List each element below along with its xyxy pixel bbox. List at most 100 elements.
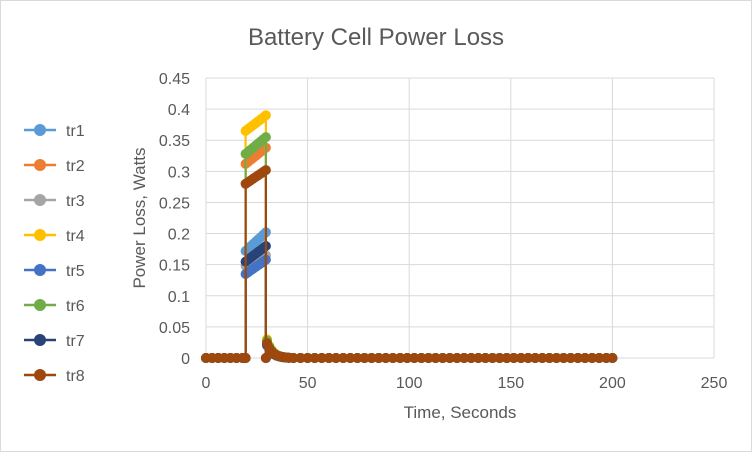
data-point xyxy=(565,353,576,363)
data-point xyxy=(594,353,605,363)
data-point xyxy=(508,353,519,363)
data-point xyxy=(537,353,548,363)
data-point xyxy=(260,165,271,176)
legend-marker xyxy=(34,369,46,381)
legend-marker xyxy=(34,229,46,241)
legend-entry-tr3: tr3 xyxy=(24,193,85,210)
y-tick-label: 0.15 xyxy=(159,258,190,275)
y-tick-label: 0.3 xyxy=(168,164,190,181)
legend-entry-tr7: tr7 xyxy=(24,333,85,350)
data-point xyxy=(516,353,526,363)
data-point xyxy=(430,353,441,363)
legend-marker xyxy=(34,334,46,346)
data-point xyxy=(260,110,271,121)
legend-marker xyxy=(34,124,46,136)
y-tick-labels: 0 0.05 0.1 0.15 0.2 0.25 0.3 0.35 0.4 0.45 xyxy=(159,71,190,368)
legend-entry-tr1: tr1 xyxy=(24,123,85,140)
data-point xyxy=(373,353,384,363)
data-point xyxy=(494,353,505,363)
chart-title: Battery Cell Power Loss xyxy=(248,24,504,51)
data-point xyxy=(558,353,569,363)
legend-label: tr5 xyxy=(66,263,85,280)
data-point xyxy=(459,353,470,363)
legend-marker xyxy=(34,194,46,206)
data-point xyxy=(295,353,306,363)
data-point xyxy=(395,353,406,363)
data-point xyxy=(331,353,341,363)
y-tick-label: 0.4 xyxy=(168,102,190,119)
gridlines xyxy=(205,77,715,359)
legend-entry-tr2: tr2 xyxy=(24,158,85,175)
data-point xyxy=(452,353,462,363)
data-point xyxy=(580,353,590,363)
legend-marker xyxy=(34,264,46,276)
plot-area xyxy=(201,110,618,363)
data-point xyxy=(544,353,555,363)
data-point xyxy=(387,353,398,363)
data-point xyxy=(473,353,484,363)
data-point xyxy=(587,353,598,363)
y-tick-label: 0.35 xyxy=(159,133,190,150)
data-point xyxy=(530,353,541,363)
data-point xyxy=(352,353,363,363)
legend-entry-tr4: tr4 xyxy=(24,228,85,245)
data-point xyxy=(423,353,434,363)
data-point xyxy=(523,353,534,363)
x-tick-label: 100 xyxy=(396,375,423,392)
y-tick-label: 0.25 xyxy=(159,195,190,212)
legend-entry-tr6: tr6 xyxy=(24,298,85,315)
y-tick-label: 0.1 xyxy=(168,289,190,306)
data-point xyxy=(345,353,356,363)
series-tr8 xyxy=(201,165,618,363)
data-point xyxy=(260,353,271,363)
data-point xyxy=(416,353,427,363)
data-point xyxy=(366,353,377,363)
x-axis-label: Time, Seconds xyxy=(404,403,517,422)
x-tick-label: 200 xyxy=(599,375,626,392)
legend-label: tr4 xyxy=(66,228,85,245)
legend-label: tr3 xyxy=(66,193,85,210)
legend-label: tr7 xyxy=(66,333,85,350)
data-point xyxy=(338,353,349,363)
y-tick-label: 0.05 xyxy=(159,320,190,337)
data-point xyxy=(316,353,327,363)
x-tick-label: 150 xyxy=(497,375,524,392)
y-axis-label: Power Loss, Watts xyxy=(130,147,149,288)
data-point xyxy=(402,353,413,363)
data-point xyxy=(572,353,583,363)
legend-entry-tr5: tr5 xyxy=(24,263,85,280)
data-point xyxy=(444,353,455,363)
data-point xyxy=(309,353,320,363)
legend-label: tr6 xyxy=(66,298,85,315)
y-tick-label: 0.45 xyxy=(159,71,190,88)
legend-marker xyxy=(34,159,46,171)
y-tick-label: 0 xyxy=(181,351,190,368)
legend: tr1 tr2 tr3 tr4 tr5 tr6 tr7 tr8 xyxy=(24,123,85,385)
data-point xyxy=(409,353,420,363)
x-tick-label: 0 xyxy=(202,375,211,392)
data-point xyxy=(359,353,370,363)
y-tick-label: 0.2 xyxy=(168,227,190,244)
data-point xyxy=(302,353,313,363)
x-tick-label: 250 xyxy=(701,375,728,392)
data-point xyxy=(551,353,562,363)
data-point xyxy=(480,353,491,363)
legend-label: tr1 xyxy=(66,123,85,140)
data-point xyxy=(380,353,391,363)
data-point xyxy=(501,353,512,363)
x-tick-label: 50 xyxy=(299,375,317,392)
data-point xyxy=(323,353,334,363)
x-tick-labels: 0 50 100 150 200 250 xyxy=(202,375,728,392)
data-point xyxy=(240,353,251,363)
data-point xyxy=(288,353,299,363)
legend-entry-tr8: tr8 xyxy=(24,368,85,385)
legend-label: tr8 xyxy=(66,368,85,385)
legend-marker xyxy=(34,299,46,311)
data-point xyxy=(466,353,477,363)
legend-label: tr2 xyxy=(66,158,85,175)
data-point xyxy=(260,132,271,143)
data-point xyxy=(607,353,618,363)
data-point xyxy=(487,353,498,363)
